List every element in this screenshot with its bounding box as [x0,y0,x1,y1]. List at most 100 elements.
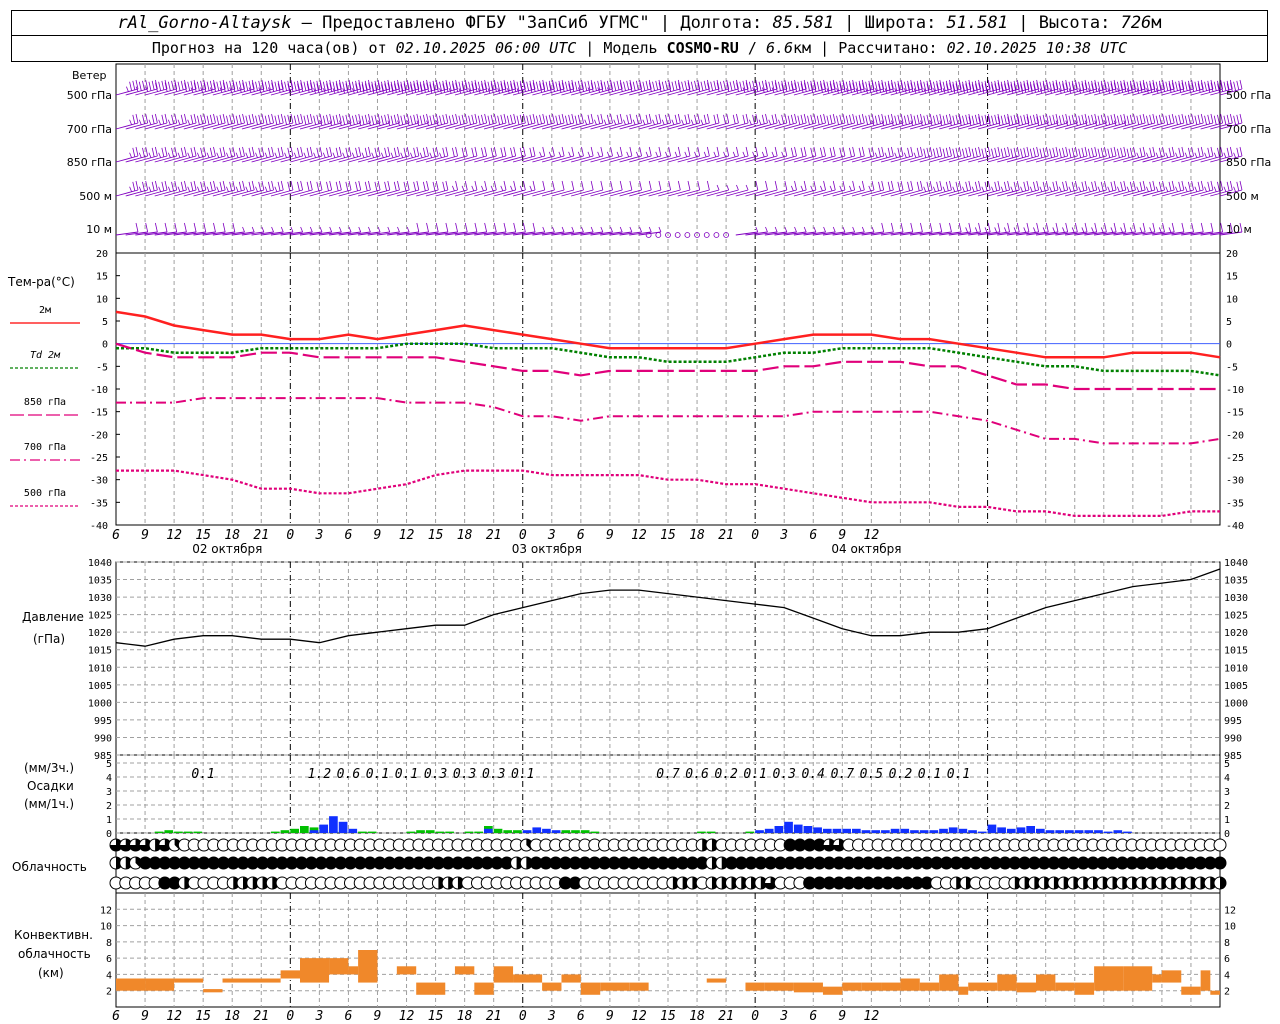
wind-barb-feather [503,180,507,191]
time-tick-bottom: 6 [112,1009,120,1024]
wind-barb-feather [1136,152,1140,158]
wind-barb-feather [968,79,972,90]
wind-barb-feather [1162,113,1165,124]
wind-calm [684,232,691,238]
wind-barb-feather [781,80,785,90]
wind-barb-feather [968,82,972,92]
wind-barb-feather [335,83,339,93]
wind-barb-shaft [125,155,148,163]
wind-barb-feather [677,146,681,157]
pres-ytick-left: 1005 [88,681,112,692]
wind-barb-shaft [164,231,187,236]
time-tick-bottom: 9 [606,1009,614,1024]
wind-barb-feather [552,180,555,191]
wind-barb-feather [610,79,613,90]
wind-barb-feather [994,114,998,124]
wind-barb-feather [371,152,375,158]
wind-barb-shaft [793,189,817,197]
conv-bar [1094,966,1124,991]
wind-barb-feather [397,113,400,124]
wind-barb-feather [364,114,368,124]
wind-barb-feather [910,180,914,191]
wind-barb-feather [329,79,333,90]
wind-barb-feather [345,147,349,157]
wind-barb-feather [745,113,749,124]
wind-barb-feather [874,81,878,91]
wind-barb-feather [219,181,223,191]
wind-barb-feather [1036,113,1040,124]
wind-barb-feather [1084,120,1088,126]
wind-barb-shaft [251,155,274,163]
wind-barb-feather [881,180,885,191]
prec-bar-precip [1006,828,1016,833]
prec-bar-rain [464,831,474,833]
wind-barb-feather [849,83,852,93]
wind-barb-feather [1039,88,1043,94]
wind-barb-shaft [1035,122,1059,130]
prec-ytick-left: 2 [106,801,112,812]
conv-bar [542,982,562,991]
wind-barb-feather [545,115,549,125]
time-tick-mid: 18 [224,528,240,543]
wind-barb-shaft [270,155,294,163]
time-tick-bottom: 3 [779,1009,788,1024]
wind-barb-shaft [328,122,352,130]
wind-barb-shaft [1219,231,1243,236]
wind-barb-feather [355,147,358,157]
wind-barb-feather [787,81,791,91]
wind-barb-shaft [1152,155,1175,163]
wind-barb-feather [648,180,652,191]
wind-barb-shaft [648,155,671,163]
wind-barb-shaft [241,231,264,236]
wind-barb-feather [297,147,300,157]
wind-barb-feather [884,88,888,94]
wind-barb-feather [903,115,907,125]
wind-barb-shaft [1093,155,1117,163]
wind-barb-feather [1062,114,1065,124]
wind-barb-feather [945,181,949,191]
wind-barb-shaft [1190,189,1214,197]
wind-barb-feather [522,79,526,90]
wind-barb-feather [703,151,707,158]
wind-barb-feather [1091,147,1094,157]
wind-barb-feather [1078,115,1082,125]
wind-barb-feather [552,226,555,233]
wind-barb-shaft [251,189,274,197]
wind-barb-feather [397,82,400,92]
wind-barb-shaft [619,189,642,197]
wind-barb-feather [458,88,462,94]
wind-barb-feather [348,82,352,92]
wind-barb-feather [406,120,410,126]
wind-barb-feather [936,147,939,157]
wind-barb-feather [455,222,458,233]
wind-barb-shaft [977,122,1001,130]
prec-bar-precip [784,821,793,833]
prec-sum-label: 0.7 [656,767,680,782]
wind-barb-feather [358,82,362,92]
wind-barb-feather [958,116,962,126]
wind-barb-feather [945,114,949,124]
wind-barb-feather [264,81,268,91]
wind-barb-feather [1068,115,1072,125]
wind-barb-feather [1200,82,1204,92]
wind-barb-shaft [164,88,187,96]
wind-barb-feather [1139,181,1143,191]
wind-barb-feather [374,181,378,191]
wind-barb-feather [687,79,691,90]
wind-barb-feather [1100,147,1104,157]
wind-barb-feather [1081,181,1085,191]
prec-bar-rain [590,831,600,833]
wind-barb-feather [309,180,313,191]
wind-barb-feather [148,81,152,91]
wind-barb-feather [981,186,985,192]
wind-barb-shaft [929,122,952,130]
wind-barb-feather [800,80,804,90]
wind-barb-feather [1042,181,1046,191]
wind-barb-feather [710,81,714,91]
wind-barb-feather [577,87,581,93]
wind-barb-feather [871,113,875,124]
wind-barb-feather [648,146,652,157]
prec-bar-rain [697,831,706,833]
wind-barb-feather [590,79,594,90]
wind-barb-feather [1023,227,1027,233]
